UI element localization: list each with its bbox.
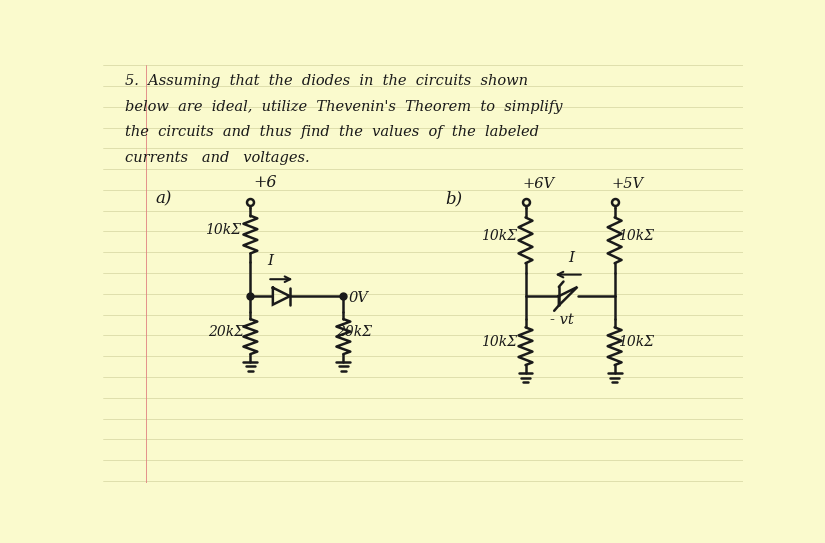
Text: +6: +6 <box>253 174 277 192</box>
Text: 20kΣ: 20kΣ <box>336 325 371 339</box>
Text: 10kΣ: 10kΣ <box>480 229 516 243</box>
Text: 10kΣ: 10kΣ <box>480 334 516 349</box>
Text: 5.  Assuming  that  the  diodes  in  the  circuits  shown: 5. Assuming that the diodes in the circu… <box>125 74 528 89</box>
Text: I: I <box>568 251 574 266</box>
Text: b): b) <box>446 191 463 207</box>
Text: - vt: - vt <box>550 313 574 327</box>
Text: +6V: +6V <box>522 178 554 192</box>
Text: I: I <box>267 255 274 268</box>
Text: below  are  ideal,  utilize  Thevenin's  Theorem  to  simplify: below are ideal, utilize Thevenin's Theo… <box>125 100 563 114</box>
Text: a): a) <box>156 191 172 207</box>
Text: 10kΣ: 10kΣ <box>205 223 241 237</box>
Text: 0V: 0V <box>349 291 369 305</box>
Text: 20kΣ: 20kΣ <box>208 325 243 339</box>
Text: 10kΣ: 10kΣ <box>619 334 654 349</box>
Text: +5V: +5V <box>611 178 644 192</box>
Text: 10kΣ: 10kΣ <box>619 229 654 243</box>
Text: currents   and   voltages.: currents and voltages. <box>125 150 309 165</box>
Text: the  circuits  and  thus  find  the  values  of  the  labeled: the circuits and thus find the values of… <box>125 125 539 139</box>
